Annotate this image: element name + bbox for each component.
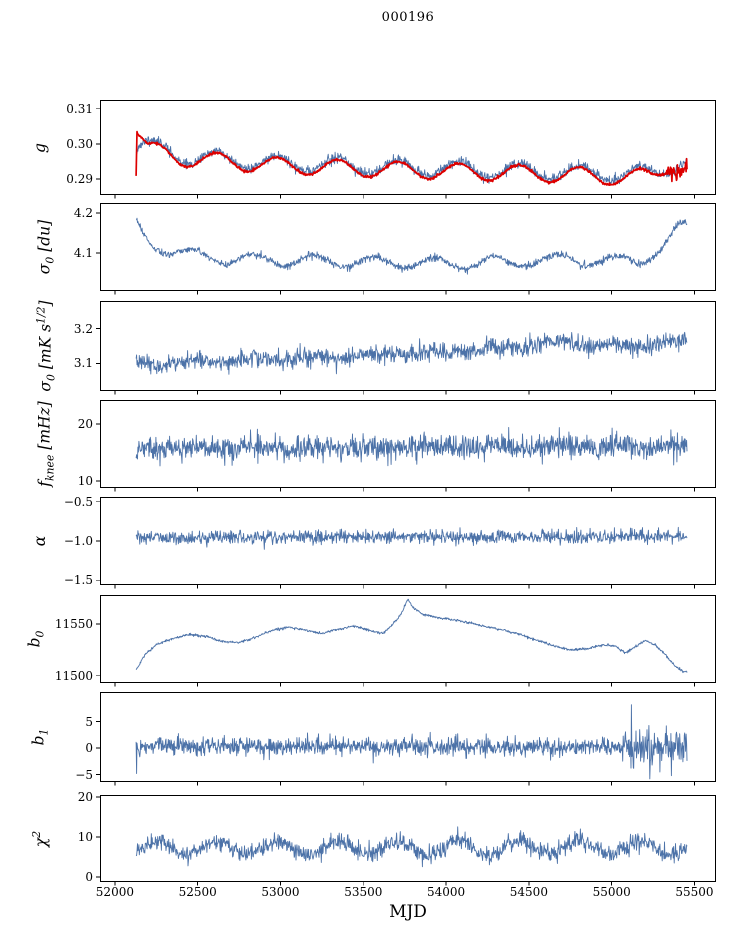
series-gain-model	[135, 130, 688, 186]
y-axis-title-b0: b0	[25, 630, 47, 648]
y-axis-title-chi2: χ2	[29, 830, 51, 847]
axes-frame	[100, 692, 716, 782]
plot-alpha	[96, 497, 716, 589]
xtick-label: 53500	[344, 885, 383, 899]
chart-title: 000196	[381, 10, 435, 25]
panel-alpha	[96, 497, 716, 589]
axes-frame	[100, 497, 716, 585]
ytick-label-chi2: 10	[77, 830, 93, 845]
ytick-label-b1: 0	[85, 741, 93, 756]
plot-fknee	[96, 400, 716, 492]
panel-fknee	[96, 400, 716, 492]
axes-frame	[100, 795, 716, 882]
ytick-label-sigma0-du: 4.2	[73, 206, 93, 220]
series-b0	[135, 598, 688, 674]
panel-b0	[96, 595, 716, 687]
ytick-label-sigma0-mk: 3.1	[73, 356, 93, 371]
y-axis-title-alpha: α	[31, 535, 49, 547]
series-alpha	[135, 526, 688, 550]
xtick-label: 55000	[592, 885, 631, 899]
ytick-label-fknee: 10	[77, 474, 93, 489]
axes-frame	[100, 595, 716, 683]
series-sigma0-mk	[135, 331, 688, 375]
panel-b1	[96, 692, 716, 786]
plot-b0	[96, 595, 716, 687]
ytick-label-chi2: 0	[85, 870, 93, 885]
y-axis-title-b1: b1	[29, 728, 51, 746]
axes-frame	[100, 203, 716, 291]
ytick-label-b0: 11500	[54, 668, 93, 683]
ytick-label-g: 0.31	[66, 101, 93, 116]
ytick-label-b1: 5	[85, 714, 93, 729]
xtick-label: 54000	[426, 885, 466, 899]
ytick-label-sigma0-du: 4.1	[73, 246, 93, 260]
panel-sigma0-mk	[96, 301, 716, 395]
xtick-label: 52500	[178, 885, 217, 899]
ytick-label-sigma0-mk: 3.2	[73, 321, 93, 336]
xtick-label: 55500	[675, 885, 714, 899]
ytick-label-alpha: −0.5	[63, 494, 93, 509]
plot-chi2	[96, 795, 716, 886]
ytick-label-b1: −5	[75, 767, 93, 782]
panel-chi2	[96, 795, 716, 886]
ytick-label-g: 0.29	[66, 172, 93, 187]
y-axis-title-g: g	[31, 142, 49, 153]
series-fknee	[135, 426, 688, 467]
x-axis-title: MJD	[389, 902, 427, 922]
series-sigma0-du	[135, 217, 688, 275]
panel-sigma0-du	[96, 203, 716, 295]
axes-frame	[100, 100, 716, 195]
y-axis-title-sigma0-du: σ0 [du]	[35, 219, 57, 275]
panel-g	[96, 100, 716, 199]
series-chi2	[135, 826, 688, 868]
ytick-label-alpha: −1.0	[63, 534, 93, 548]
plot-sigma0-mk	[96, 301, 716, 395]
plot-sigma0-du	[96, 203, 716, 295]
xtick-label: 53000	[261, 885, 300, 899]
ytick-label-g: 0.30	[66, 136, 93, 151]
ytick-label-chi2: 20	[77, 790, 93, 804]
series-b1	[135, 704, 688, 780]
ytick-label-b0: 11550	[54, 616, 93, 631]
y-axis-title-fknee: fknee [mHz]	[35, 401, 57, 487]
ytick-label-alpha: −1.5	[63, 573, 93, 588]
plot-b1	[96, 692, 716, 786]
y-axis-title-sigma0-mk: σ0 [mK s1/2]	[34, 300, 58, 392]
axes-frame	[100, 400, 716, 488]
plot-g	[96, 100, 716, 199]
xtick-label: 54500	[509, 885, 548, 899]
series-gain-data	[135, 136, 688, 186]
xtick-label: 52000	[95, 885, 134, 899]
axes-frame	[100, 301, 716, 391]
ytick-label-fknee: 20	[77, 417, 93, 431]
